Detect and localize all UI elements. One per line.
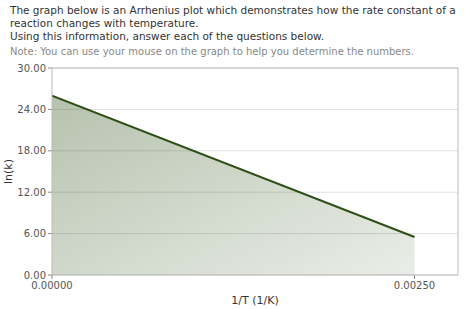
y-tick xyxy=(48,68,52,69)
chart-container: 0.00 6.00 12.00 18.00 24.00 30.00 0.00000 0.002… xyxy=(0,60,474,309)
y-tick-label: 12.00 xyxy=(17,187,46,198)
header: The graph below is an Arrhenius plot whi… xyxy=(0,0,474,60)
line xyxy=(52,96,415,237)
y-tick-label: 24.00 xyxy=(17,104,46,115)
plot-frame xyxy=(52,68,458,275)
chart-svg: 0.00 6.00 12.00 18.00 24.00 30.00 0.00000 0.002… xyxy=(0,60,474,309)
grid xyxy=(52,68,458,275)
y-tick-label: 30.00 xyxy=(17,63,46,74)
plot-area xyxy=(52,96,415,275)
y-tick xyxy=(48,192,52,193)
y-tick xyxy=(48,233,52,234)
x-axis-label: 1/T (1/K) xyxy=(231,294,278,307)
note: Note: You can use your mouse on the grap… xyxy=(10,45,464,58)
y-axis-label: ln(k) xyxy=(2,159,15,184)
y-tick-label: 18.00 xyxy=(17,145,46,156)
y-tick xyxy=(48,150,52,151)
x-tick-label: 0.00250 xyxy=(394,280,435,291)
title: The graph below is an Arrhenius plot whi… xyxy=(10,4,464,30)
y-tick xyxy=(48,109,52,110)
x-tick xyxy=(414,275,415,279)
x-tick-label: 0.00000 xyxy=(31,280,72,291)
y-tick-label: 6.00 xyxy=(24,228,46,239)
x-tick xyxy=(52,275,53,279)
y-tick xyxy=(48,275,52,276)
grid-line xyxy=(52,109,458,110)
y-tick-label: 0.00 xyxy=(24,270,46,281)
subtitle: Using this information, answer each of t… xyxy=(10,30,464,43)
area xyxy=(52,96,415,275)
